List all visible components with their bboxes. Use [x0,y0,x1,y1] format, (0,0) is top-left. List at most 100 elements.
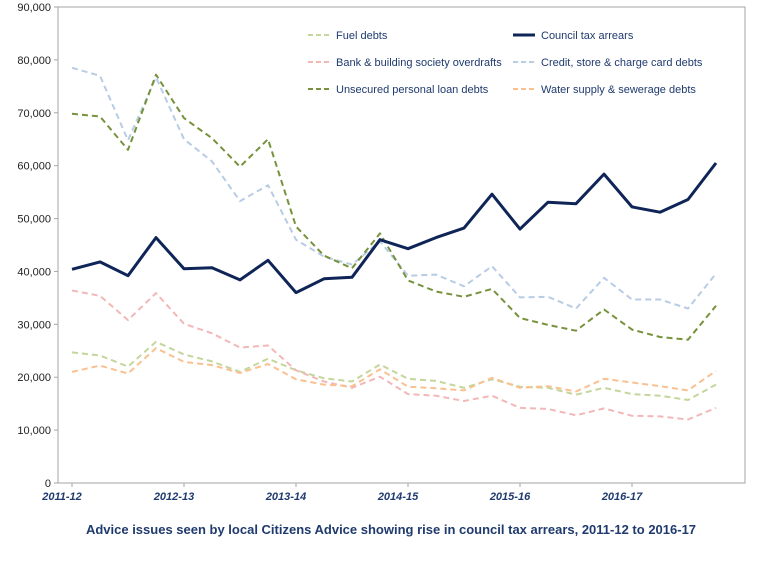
data-point-council-tax-arrears [267,259,269,261]
data-point-water-supply-sewerage-debts [435,387,437,389]
data-point-unsecured-personal-loan-debts [603,308,605,310]
data-point-fuel-debts [379,363,381,365]
data-point-credit-store-charge-card-debts [183,138,185,140]
data-point-credit-store-charge-card-debts [491,265,493,267]
series-line-bank-building-society-overdrafts [71,289,717,421]
data-point-unsecured-personal-loan-debts [323,254,325,256]
data-point-water-supply-sewerage-debts [99,364,101,366]
y-tick-label: 10,000 [17,425,51,437]
data-point-bank-building-society-overdrafts [463,400,465,402]
data-point-fuel-debts [183,353,185,355]
data-point-unsecured-personal-loan-debts [99,115,101,117]
y-tick-label: 80,000 [17,55,51,67]
data-point-water-supply-sewerage-debts [491,377,493,379]
data-point-bank-building-society-overdrafts [715,407,717,409]
data-point-council-tax-arrears [407,248,409,250]
data-point-fuel-debts [351,380,353,382]
data-point-unsecured-personal-loan-debts [463,296,465,298]
data-point-unsecured-personal-loan-debts [351,267,353,269]
data-point-unsecured-personal-loan-debts [687,338,689,340]
data-point-credit-store-charge-card-debts [603,277,605,279]
data-point-water-supply-sewerage-debts [239,372,241,374]
data-point-council-tax-arrears [323,278,325,280]
data-point-fuel-debts [435,380,437,382]
data-point-water-supply-sewerage-debts [603,378,605,380]
line-chart: 0 10,000 20,000 30,000 40,000 50,000 60,000 70,… [17,2,746,503]
data-point-bank-building-society-overdrafts [99,295,101,297]
data-point-fuel-debts [463,387,465,389]
plot-area-border [57,6,746,484]
data-point-water-supply-sewerage-debts [127,372,129,374]
data-point-bank-building-society-overdrafts [211,332,213,334]
legend-item-unsecured-personal-loan-debts: Unsecured personal loan debts [308,84,489,96]
data-point-unsecured-personal-loan-debts [71,113,73,115]
data-point-council-tax-arrears [295,291,297,293]
data-point-credit-store-charge-card-debts [127,139,129,141]
data-point-bank-building-society-overdrafts [575,414,577,416]
data-point-water-supply-sewerage-debts [519,387,521,389]
data-point-credit-store-charge-card-debts [99,75,101,77]
data-point-bank-building-society-overdrafts [659,415,661,417]
data-point-credit-store-charge-card-debts [239,200,241,202]
data-point-credit-store-charge-card-debts [575,307,577,309]
data-point-credit-store-charge-card-debts [547,296,549,298]
data-point-unsecured-personal-loan-debts [631,328,633,330]
data-point-fuel-debts [603,387,605,389]
data-point-council-tax-arrears [603,173,605,175]
data-point-fuel-debts [407,378,409,380]
data-point-council-tax-arrears [715,162,717,164]
data-point-water-supply-sewerage-debts [379,368,381,370]
data-point-fuel-debts [575,393,577,395]
data-point-fuel-debts [687,399,689,401]
legend-label: Credit, store & charge card debts [541,57,703,69]
legend-label: Council tax arrears [541,30,634,42]
data-point-credit-store-charge-card-debts [715,272,717,274]
data-point-credit-store-charge-card-debts [687,307,689,309]
series-line-fuel-debts [71,340,717,401]
legend-item-council-tax-arrears: Council tax arrears [513,30,634,42]
data-point-council-tax-arrears [687,198,689,200]
y-tick-label: 30,000 [17,319,51,331]
data-point-unsecured-personal-loan-debts [491,288,493,290]
data-point-credit-store-charge-card-debts [71,67,73,69]
data-point-council-tax-arrears [519,228,521,230]
data-point-water-supply-sewerage-debts [631,381,633,383]
data-point-bank-building-society-overdrafts [631,415,633,417]
data-point-water-supply-sewerage-debts [687,389,689,391]
data-point-fuel-debts [631,393,633,395]
data-point-credit-store-charge-card-debts [351,263,353,265]
data-point-unsecured-personal-loan-debts [295,225,297,227]
data-point-fuel-debts [155,341,157,343]
data-point-council-tax-arrears [435,236,437,238]
data-point-unsecured-personal-loan-debts [183,117,185,119]
y-axis: 0 10,000 20,000 30,000 40,000 50,000 60,000 70,… [17,2,58,490]
data-point-unsecured-personal-loan-debts [127,149,129,151]
data-point-council-tax-arrears [659,211,661,213]
data-point-water-supply-sewerage-debts [211,364,213,366]
data-point-council-tax-arrears [463,227,465,229]
data-point-council-tax-arrears [155,236,157,238]
data-point-fuel-debts [211,360,213,362]
legend-label: Water supply & sewerage debts [541,84,696,96]
data-point-council-tax-arrears [575,203,577,205]
data-point-credit-store-charge-card-debts [211,160,213,162]
data-point-unsecured-personal-loan-debts [435,290,437,292]
data-point-credit-store-charge-card-debts [519,296,521,298]
x-tick-label: 2012-13 [153,491,194,503]
data-point-water-supply-sewerage-debts [267,363,269,365]
data-point-fuel-debts [267,358,269,360]
plot-frame [57,6,746,484]
data-point-bank-building-society-overdrafts [547,408,549,410]
data-point-unsecured-personal-loan-debts [715,305,717,307]
data-point-credit-store-charge-card-debts [435,273,437,275]
data-point-unsecured-personal-loan-debts [519,317,521,319]
series-line-unsecured-personal-loan-debts [71,73,717,341]
data-point-credit-store-charge-card-debts [631,298,633,300]
legend: Fuel debts Bank & building society overdr… [308,30,703,96]
y-tick-label: 0 [45,478,51,490]
data-point-fuel-debts [323,377,325,379]
data-point-unsecured-personal-loan-debts [659,336,661,338]
data-point-fuel-debts [127,365,129,367]
data-point-water-supply-sewerage-debts [547,385,549,387]
data-point-water-supply-sewerage-debts [183,361,185,363]
